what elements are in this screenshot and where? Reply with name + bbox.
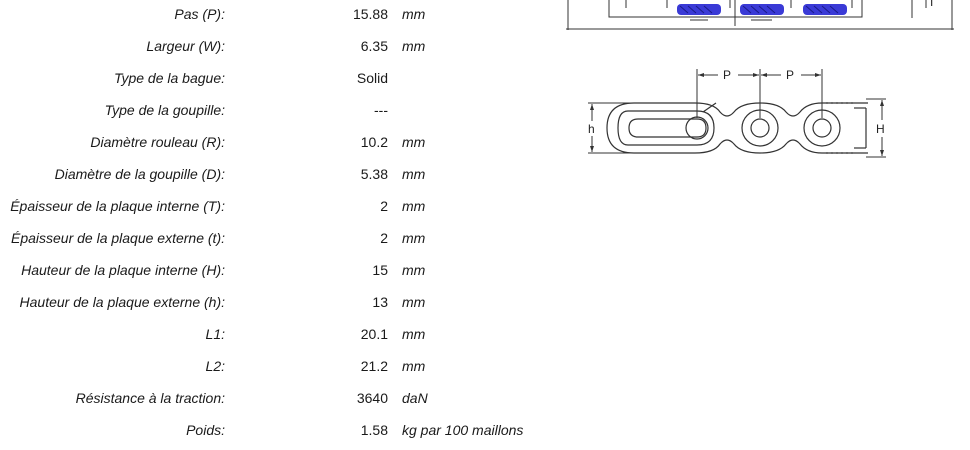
spec-row-l1: L1: 20.1 mm (0, 324, 560, 344)
spec-row-weight: Poids: 1.58 kg par 100 maillons (0, 420, 560, 440)
spec-label: Résistance à la traction: (75, 390, 225, 406)
spec-row-tensile-strength: Résistance à la traction: 3640 daN (0, 388, 560, 408)
spec-unit: mm (402, 294, 426, 310)
outer-plate-bottom-edge (634, 139, 868, 154)
spec-unit: mm (402, 166, 426, 182)
spec-value: --- (374, 102, 388, 118)
spec-row-l2: L2: 21.2 mm (0, 356, 560, 376)
spec-label: L2: (205, 358, 225, 374)
arrowhead (590, 146, 594, 152)
arrowhead (880, 150, 884, 156)
spec-value: 2 (380, 230, 388, 246)
inner-link-outline (608, 0, 736, 18)
spec-value: 1.58 (360, 422, 388, 438)
spec-label: Pas (P): (174, 6, 225, 22)
spec-label: Poids: (186, 422, 225, 438)
inner-height-label: H (876, 122, 885, 136)
roller (803, 109, 841, 147)
spec-unit: mm (402, 6, 426, 22)
spec-unit: kg par 100 maillons (402, 422, 524, 438)
spec-row-bushing-type: Type de la bague: Solid (0, 68, 560, 88)
spec-label: Type de la bague: (113, 70, 225, 86)
spec-label: Type de la goupille: (104, 102, 225, 118)
spec-unit: daN (402, 390, 428, 406)
spec-unit: mm (402, 358, 426, 374)
spec-row-pin-diameter: Diamètre de la goupille (D): 5.38 mm (0, 164, 560, 184)
roller-section (803, 4, 847, 15)
chain-technical-drawing: T P P (560, 0, 970, 170)
pitch-label: P (786, 68, 794, 82)
roller-section (740, 4, 784, 15)
pitch-dimension (696, 69, 823, 118)
arrowhead (880, 100, 884, 106)
chain-side-view (606, 102, 868, 154)
spec-row-roller-diameter: Diamètre rouleau (R): 10.2 mm (0, 132, 560, 152)
spec-value: Solid (356, 70, 388, 86)
spec-value: 20.1 (360, 326, 388, 342)
arrowhead (698, 73, 704, 77)
spec-value: 15 (372, 262, 388, 278)
spec-unit: mm (402, 198, 426, 214)
spec-value: 13 (372, 294, 388, 310)
spec-label: Hauteur de la plaque externe (h): (19, 294, 225, 310)
roller (685, 116, 709, 140)
spec-value: 2 (380, 198, 388, 214)
pitch-label: P (723, 68, 731, 82)
spec-value: 21.2 (360, 358, 388, 374)
pin (812, 118, 832, 138)
spec-row-outer-plate-thickness: Épaisseur de la plaque externe (t): 2 mm (0, 228, 560, 248)
spec-label: Largeur (W): (146, 38, 225, 54)
spec-row-width: Largeur (W): 6.35 mm (0, 36, 560, 56)
arrowhead (753, 73, 759, 77)
spec-unit: mm (402, 38, 426, 54)
spec-row-outer-plate-height: Hauteur de la plaque externe (h): 13 mm (0, 292, 560, 312)
spec-label: Diamètre rouleau (R): (90, 134, 225, 150)
spec-unit: mm (402, 230, 426, 246)
spec-row-pin-type: Type de la goupille: --- (0, 100, 560, 120)
spec-label: Diamètre de la goupille (D): (54, 166, 225, 182)
spec-row-pitch: Pas (P): 15.88 mm (0, 4, 560, 24)
link-slot (628, 118, 707, 138)
roller-hatching (679, 5, 839, 14)
outer-plate-top-edge (634, 102, 868, 117)
spec-value: 3640 (356, 390, 388, 406)
chain-top-view (566, 0, 954, 30)
spec-row-inner-plate-height: Hauteur de la plaque interne (H): 15 mm (0, 260, 560, 280)
inner-plate-outline (617, 110, 715, 146)
arrowhead (590, 104, 594, 110)
spec-value: 10.2 (360, 134, 388, 150)
spec-row-inner-plate-thickness: Épaisseur de la plaque interne (T): 2 mm (0, 196, 560, 216)
roller-section-group (677, 4, 847, 15)
spec-unit: mm (402, 134, 426, 150)
roller-section (677, 4, 721, 15)
pitch-arrowheads (698, 73, 821, 77)
outer-link-outline (734, 0, 863, 26)
inner-height-arrowheads (880, 100, 884, 156)
thickness-label: T (928, 0, 936, 9)
arrowhead (761, 73, 767, 77)
spec-label: Épaisseur de la plaque externe (t): (10, 230, 225, 246)
outer-height-arrowheads (590, 104, 594, 152)
spec-unit: mm (402, 262, 426, 278)
spec-value: 5.38 (360, 166, 388, 182)
spec-label: Épaisseur de la plaque interne (T): (10, 198, 225, 214)
roller (741, 109, 779, 147)
plate-contour (702, 102, 717, 113)
spec-unit: mm (402, 326, 426, 342)
arrowhead (815, 73, 821, 77)
spec-label: L1: (205, 326, 225, 342)
spec-value: 6.35 (360, 38, 388, 54)
plate-end-curve (606, 102, 635, 154)
spec-value: 15.88 (352, 6, 388, 22)
outer-height-label: h (588, 122, 595, 136)
pin (750, 118, 770, 138)
spec-label: Hauteur de la plaque interne (H): (21, 262, 225, 278)
